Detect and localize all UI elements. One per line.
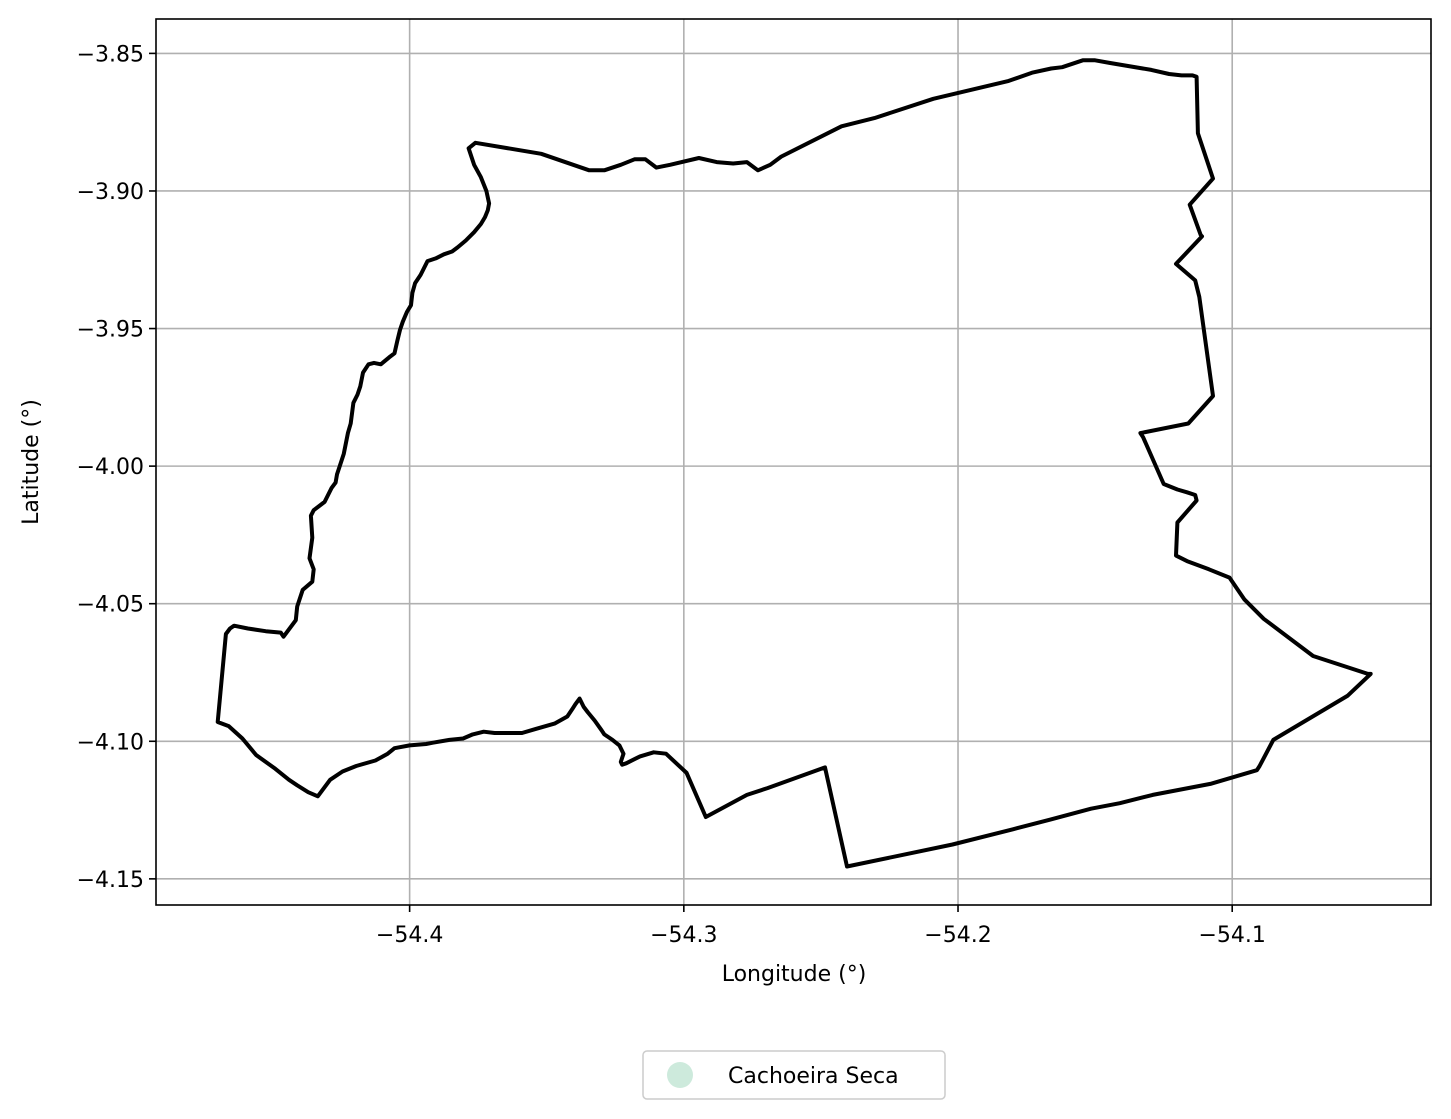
y-axis-label: Latitude (°) xyxy=(19,399,44,525)
legend: Cachoeira Seca xyxy=(642,1050,946,1100)
x-tick-label: −54.4 xyxy=(376,923,443,948)
x-tick-label: −54.2 xyxy=(924,923,991,948)
plot-area xyxy=(155,18,1432,906)
y-tick-label: −4.05 xyxy=(77,593,144,618)
y-tick-label: −4.00 xyxy=(77,455,144,480)
plot-frame xyxy=(155,18,1432,906)
grid-horizontal-lines xyxy=(156,52,1431,880)
x-axis-ticks: −54.4 −54.3 −54.2 −54.1 xyxy=(376,905,1266,948)
y-tick-label: −3.85 xyxy=(77,42,144,67)
legend-entry-label: Cachoeira Seca xyxy=(728,1064,899,1089)
y-tick-label: −3.95 xyxy=(77,318,144,343)
x-tick-label: −54.1 xyxy=(1198,923,1265,948)
x-tick-label: −54.3 xyxy=(650,923,717,948)
y-tick-label: −4.10 xyxy=(77,730,144,755)
y-tick-label: −4.15 xyxy=(77,868,144,893)
legend-marker xyxy=(667,1062,693,1088)
y-axis-ticks: −3.85 −3.90 −3.95 −4.00 −4.05 −4.10 −4.15 xyxy=(77,42,156,893)
y-tick-label: −3.90 xyxy=(77,180,144,205)
grid-vertical-lines xyxy=(408,19,1234,905)
x-axis-label: Longitude (°) xyxy=(722,962,867,987)
plot-background xyxy=(156,19,1431,905)
boundary-layer xyxy=(215,58,1373,869)
legend-box xyxy=(642,1050,946,1100)
territory-boundary xyxy=(215,58,1373,869)
